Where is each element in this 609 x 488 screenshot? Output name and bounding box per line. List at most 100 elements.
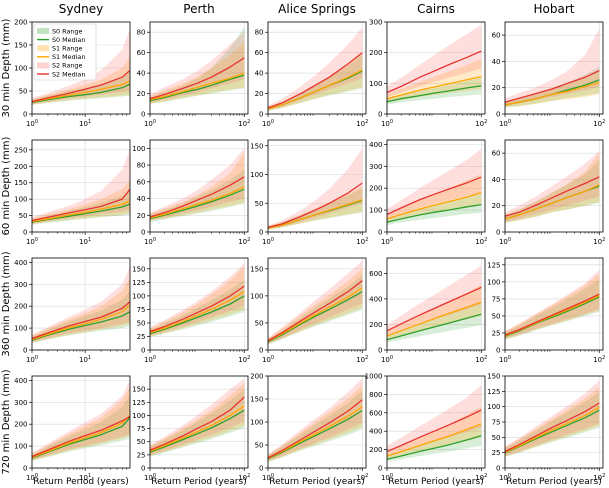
s2-median-line <box>387 409 482 453</box>
x-minor-ticks <box>400 114 480 116</box>
row-ylabel-3: 720 min Depth (mm) <box>1 369 12 474</box>
panel-background <box>387 140 485 232</box>
y-tick-label: 125 <box>487 388 500 396</box>
s2-range-band <box>387 148 482 219</box>
row-ylabel-1: 60 min Depth (mm) <box>1 136 12 235</box>
s2-range-band <box>268 148 363 230</box>
panel-frame <box>267 257 367 351</box>
panel-0-2: 0 20 40 60 80 100 102 <box>255 21 368 128</box>
x-tick-label: 102 <box>238 473 250 482</box>
y-tick-label: 100 <box>14 65 27 73</box>
s2-median-line <box>150 176 245 218</box>
x-tick-label: 100 <box>262 355 274 364</box>
y-tick-label: 200 <box>14 421 27 429</box>
s2-median-line <box>505 176 600 217</box>
legend-label: S2 Median <box>52 70 85 78</box>
y-tick-label: 100 <box>250 292 263 300</box>
s2-range-band <box>32 380 130 460</box>
s2-range-band <box>32 28 130 104</box>
y-tick-label: 200 <box>250 373 263 381</box>
x-tick-label: 102 <box>238 119 250 128</box>
x-axis-label-0: Return Period (years) <box>33 477 128 487</box>
y-tick-label: 40 <box>137 70 146 78</box>
s2-median-line <box>150 57 245 100</box>
s2-range-band <box>150 148 245 221</box>
s1-range-band <box>32 277 130 343</box>
x-minor-ticks <box>518 350 598 352</box>
s1-median-line <box>505 81 600 106</box>
s2-median-line <box>268 399 363 459</box>
x-tick-label: 102 <box>475 355 487 364</box>
x-axis-label-2: Return Period (years) <box>269 477 364 487</box>
s1-median-line <box>387 423 482 457</box>
panel-3-1: 0 25 50 75 100 125 150 100 102 <box>132 375 250 482</box>
plot-area <box>268 260 363 345</box>
s0-median-line <box>150 188 245 220</box>
panel-frame <box>149 257 249 351</box>
x-minor-ticks <box>518 232 598 234</box>
panel-1-4: 0 20 40 60 100 102 <box>492 139 605 246</box>
plot-area <box>32 149 130 225</box>
y-tick-label: 150 <box>14 42 27 50</box>
s1-median-line <box>32 80 130 103</box>
s2-range-band <box>268 27 363 110</box>
x-tick-label: 100 <box>381 119 393 128</box>
panel-background <box>505 258 603 350</box>
x-tick-label: 100 <box>144 473 156 482</box>
x-tick-label: 100 <box>381 473 393 482</box>
s2-range-band <box>505 380 600 456</box>
panel-background <box>268 258 366 350</box>
y-tick-label: 0 <box>378 347 382 355</box>
column-title-0: Sydney <box>59 2 103 16</box>
s0-range-band <box>268 390 363 462</box>
plot-area <box>505 269 600 340</box>
x-minor-ticks <box>281 232 361 234</box>
plot-area <box>387 25 482 105</box>
x-tick-label: 100 <box>499 473 511 482</box>
x-tick-label: 100 <box>381 237 393 246</box>
y-tick-label: 50 <box>255 319 264 327</box>
y-tick-label: 0 <box>259 347 263 355</box>
s0-range-band <box>32 395 130 461</box>
x-minor-ticks <box>518 468 598 470</box>
panel-frame <box>149 21 249 115</box>
s0-range-band <box>505 159 600 223</box>
panel-background <box>150 258 248 350</box>
plot-area <box>505 28 600 108</box>
s2-median-line <box>268 182 363 229</box>
y-tick-label: 40 <box>492 58 501 66</box>
y-tick-label: 400 <box>369 428 382 436</box>
y-tick-label: 600 <box>369 270 382 278</box>
y-tick-label: 80 <box>137 29 146 37</box>
plot-area <box>387 265 482 343</box>
s1-median-line <box>150 405 245 452</box>
y-tick-label: 0 <box>496 465 500 473</box>
s2-range-band <box>150 378 245 455</box>
x-tick-label: 101 <box>79 473 91 482</box>
plot-area <box>387 148 482 225</box>
x-tick-label: 100 <box>499 119 511 128</box>
x-minor-ticks <box>400 468 480 470</box>
y-tick-label: 20 <box>137 212 146 220</box>
y-tick-label: 300 <box>14 281 27 289</box>
column-title-1: Perth <box>183 2 214 16</box>
s1-median-line <box>268 69 363 110</box>
y-tick-label: 125 <box>487 261 500 269</box>
y-tick-label: 0 <box>496 347 500 355</box>
column-title-2: Alice Springs <box>278 2 356 16</box>
s1-median-line <box>387 301 482 337</box>
y-tick-label: 125 <box>132 399 145 407</box>
y-tick-label: 40 <box>137 195 146 203</box>
s1-median-line <box>150 186 245 219</box>
s1-range-band <box>387 406 482 460</box>
s2-median-line <box>268 52 363 109</box>
s0-median-line <box>32 417 130 459</box>
s2-median-line <box>387 286 482 332</box>
x-minor-ticks <box>47 350 127 352</box>
s1-range-band <box>387 58 482 103</box>
y-tick-label: 0 <box>141 465 145 473</box>
s0-median-line <box>150 409 245 453</box>
panel-0-1: 0 20 40 60 80 100 102 <box>137 21 250 128</box>
y-tick-label: 200 <box>14 303 27 311</box>
